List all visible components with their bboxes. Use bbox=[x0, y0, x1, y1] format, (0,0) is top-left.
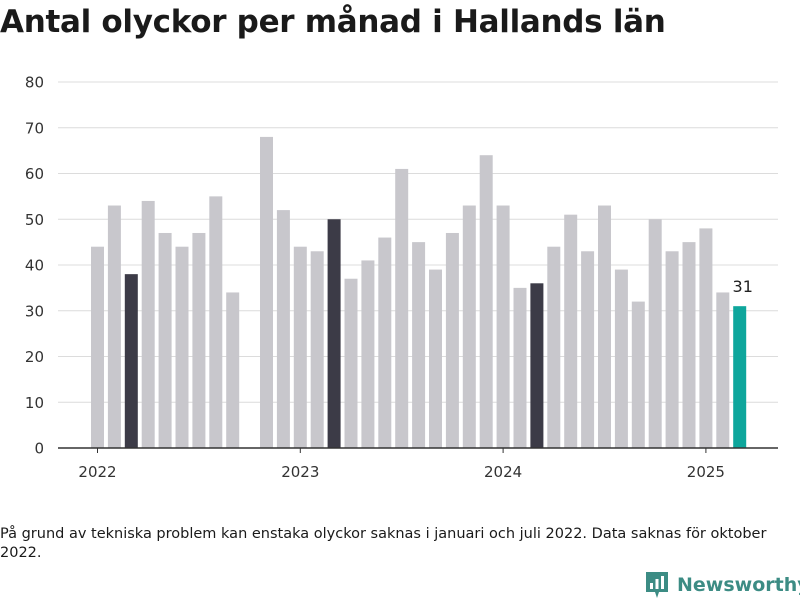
footnote: På grund av tekniska problem kan enstaka… bbox=[0, 526, 767, 561]
bar-2024-10 bbox=[648, 219, 662, 448]
bar-2023-04 bbox=[344, 278, 358, 448]
y-tick-label: 40 bbox=[25, 257, 44, 275]
bar-2022-04 bbox=[141, 200, 155, 448]
bar-2025-03 bbox=[733, 306, 747, 448]
bar-2024-03 bbox=[530, 283, 544, 448]
newsworthy-logo-icon bbox=[646, 572, 668, 598]
y-tick-label: 20 bbox=[25, 348, 44, 366]
y-tick-label: 10 bbox=[25, 394, 44, 412]
data-labels: 31 bbox=[733, 277, 753, 296]
bar-2022-05 bbox=[158, 232, 172, 448]
bars bbox=[91, 136, 747, 449]
bar-2024-11 bbox=[665, 251, 679, 448]
chart-title: Antal olyckor per månad i Hallands län bbox=[0, 4, 666, 40]
bar-2022-03 bbox=[124, 274, 138, 448]
bar-2024-09 bbox=[631, 301, 645, 448]
bar-2024-04 bbox=[547, 246, 561, 448]
data-label: 31 bbox=[733, 277, 753, 296]
y-tick-label: 80 bbox=[25, 74, 44, 92]
bar-2025-02 bbox=[716, 292, 730, 448]
bar-2023-01 bbox=[293, 246, 307, 448]
x-tick-label: 2024 bbox=[484, 463, 522, 481]
bar-2023-11 bbox=[462, 205, 476, 448]
bar-2022-01 bbox=[91, 246, 104, 448]
brand-name: Newsworthy bbox=[677, 574, 800, 596]
bar-2023-06 bbox=[378, 237, 392, 448]
y-axis-ticks: 0 10 20 30 40 50 60 70 80 bbox=[25, 74, 44, 458]
bar-2023-10 bbox=[445, 232, 459, 448]
bar-chart: 0 10 20 30 40 50 60 70 80 2022 2023 2024 2025 31 bbox=[25, 74, 778, 481]
bar-2024-07 bbox=[598, 205, 611, 448]
y-tick-label: 60 bbox=[25, 165, 44, 183]
bar-2023-08 bbox=[412, 242, 426, 448]
y-tick-label: 30 bbox=[25, 302, 44, 320]
bar-2024-08 bbox=[614, 269, 628, 448]
bar-2023-09 bbox=[429, 269, 442, 448]
y-tick-label: 70 bbox=[25, 119, 44, 137]
bar-2022-11 bbox=[260, 136, 273, 448]
x-axis: 2022 2023 2024 2025 bbox=[58, 447, 778, 481]
brand-logo: Newsworthy bbox=[645, 571, 800, 599]
bar-2022-12 bbox=[276, 210, 290, 448]
bar-2022-08 bbox=[209, 196, 223, 448]
bar-2023-02 bbox=[310, 251, 324, 448]
y-tick-label: 0 bbox=[34, 440, 44, 458]
bar-2024-02 bbox=[513, 287, 527, 448]
y-tick-label: 50 bbox=[25, 211, 44, 229]
bar-2023-12 bbox=[479, 155, 493, 448]
bar-2022-02 bbox=[107, 205, 121, 448]
bar-2023-03 bbox=[327, 219, 341, 448]
bar-2024-01 bbox=[496, 205, 510, 448]
x-tick-label: 2023 bbox=[281, 463, 319, 481]
bar-2024-06 bbox=[581, 251, 595, 448]
x-tick-label: 2022 bbox=[78, 463, 116, 481]
bar-2022-09 bbox=[226, 292, 240, 448]
bar-2022-07 bbox=[192, 232, 206, 448]
bar-2024-12 bbox=[682, 242, 696, 448]
bar-2024-05 bbox=[564, 214, 578, 448]
bar-2022-06 bbox=[175, 246, 189, 448]
bar-2023-07 bbox=[395, 168, 409, 449]
bar-2025-01 bbox=[699, 228, 713, 448]
x-tick-label: 2025 bbox=[687, 463, 725, 481]
bar-2023-05 bbox=[361, 260, 375, 448]
